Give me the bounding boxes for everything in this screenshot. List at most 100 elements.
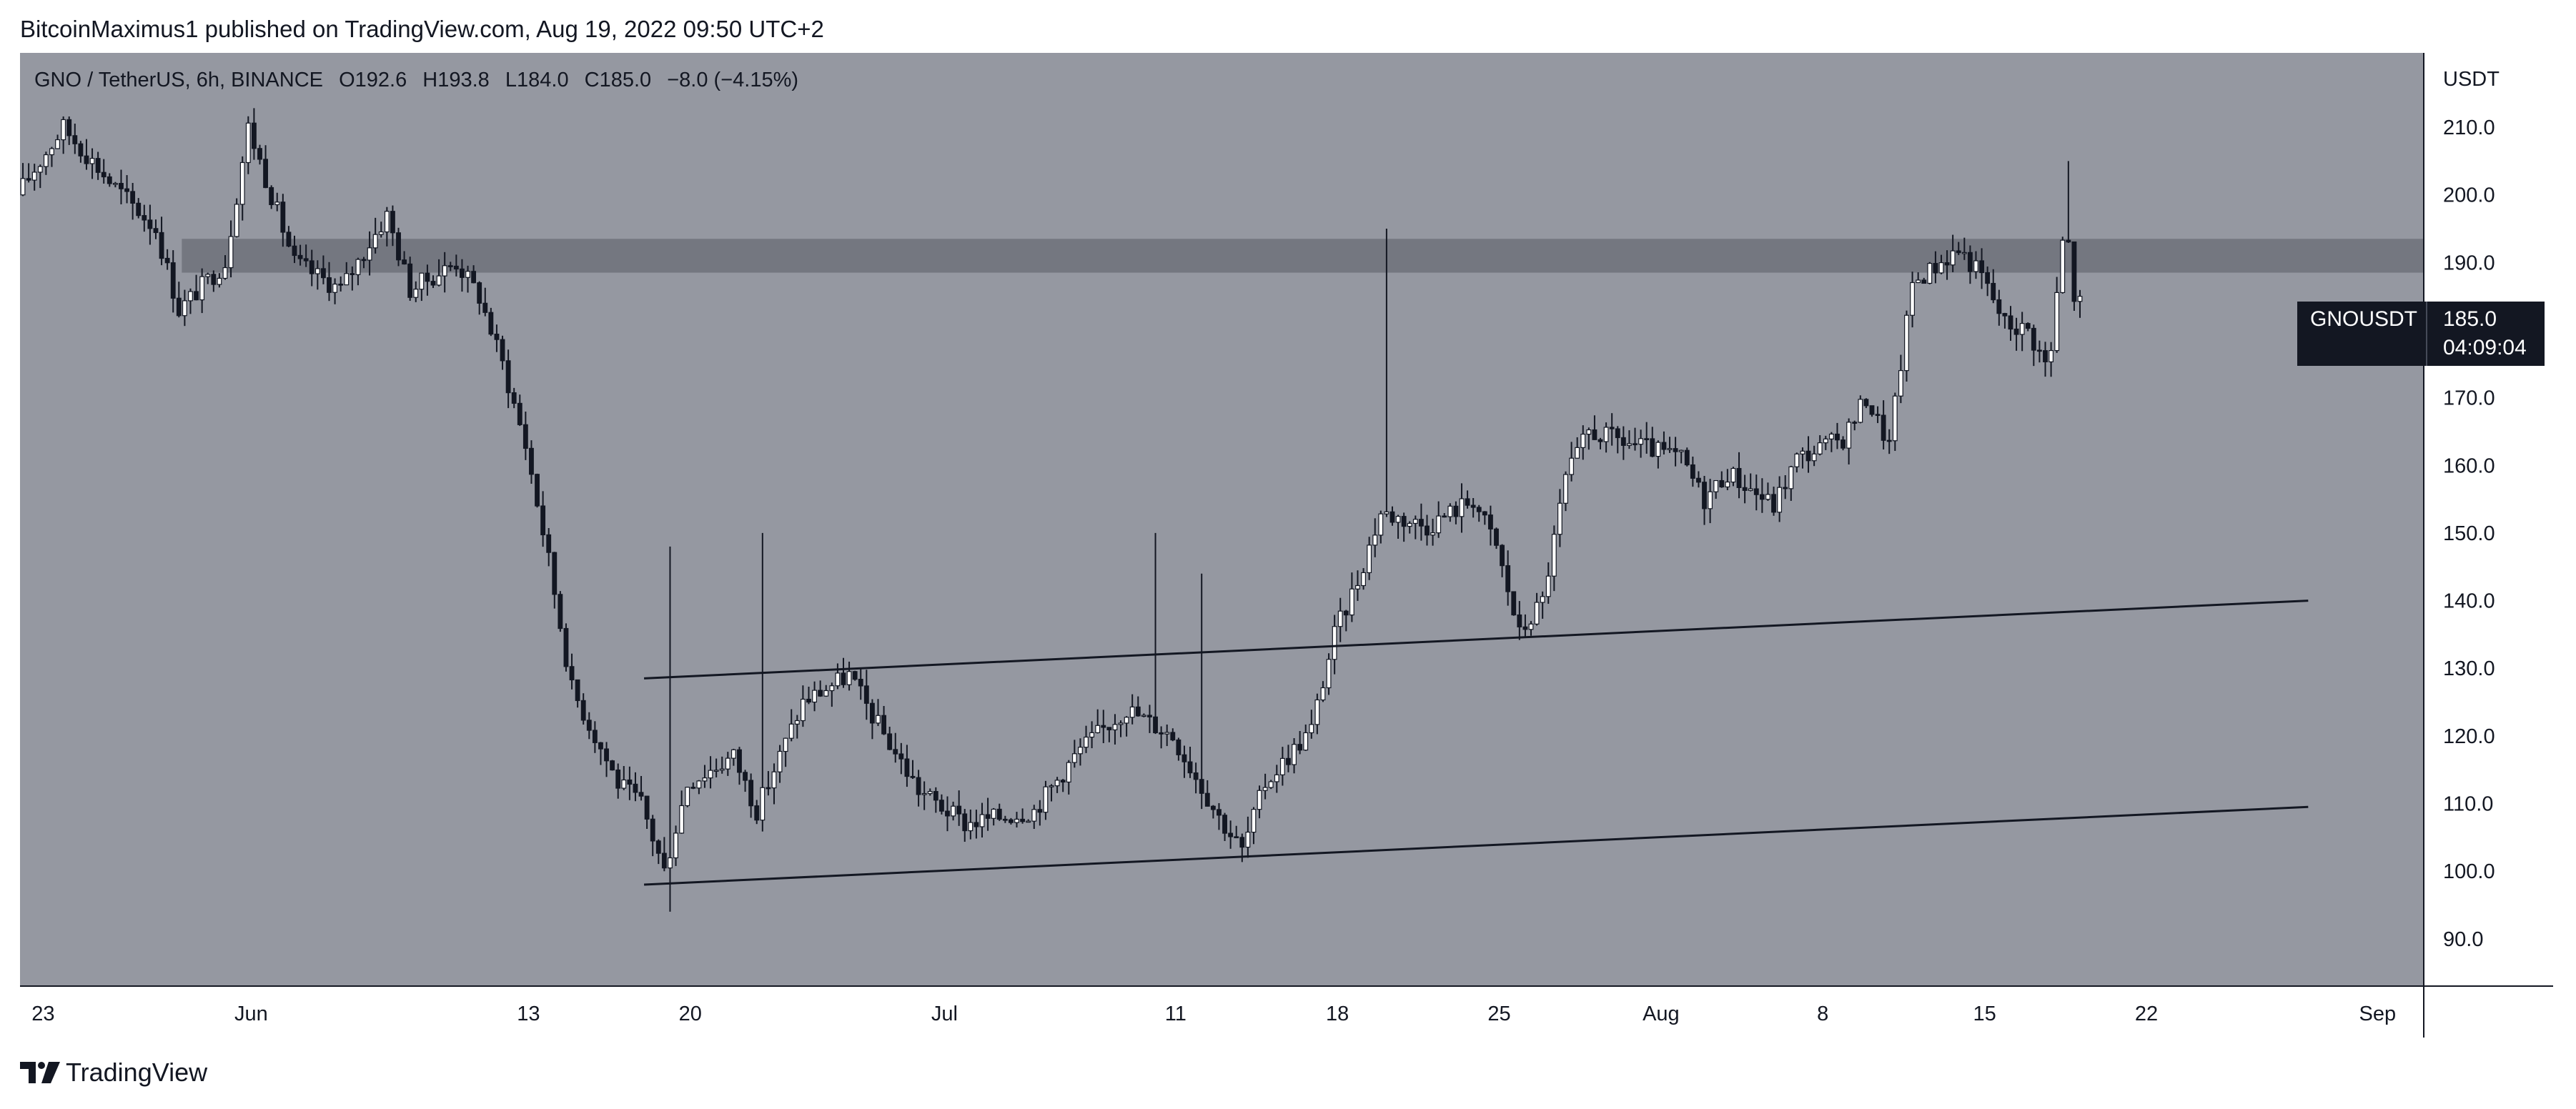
candle-up [1447, 505, 1453, 517]
candle-down [575, 679, 580, 702]
candle-down [563, 627, 569, 667]
candle-down [505, 360, 511, 394]
candle-down [1297, 744, 1303, 751]
candle-down [1204, 792, 1210, 807]
candle-down [1222, 815, 1227, 834]
candle-down [1239, 837, 1245, 848]
candle-down [1650, 438, 1655, 457]
candle-down [540, 505, 546, 536]
candle-up [696, 780, 702, 789]
candle-down [269, 187, 274, 206]
candle-down [893, 749, 898, 755]
candle-up [1436, 515, 1442, 534]
candle-down [938, 800, 944, 812]
y-tick-label: 170.0 [2443, 387, 2495, 410]
candle-down [1187, 761, 1193, 774]
candle-down [552, 552, 558, 595]
candle-down [396, 232, 401, 261]
candle-down [350, 273, 355, 275]
candle-up [1326, 659, 1332, 689]
candle-down [130, 191, 136, 204]
candle-down [1135, 706, 1141, 717]
candle-down [1869, 405, 1875, 415]
candle-up [1378, 513, 1384, 536]
candle-down [1106, 727, 1112, 730]
candle-down [1500, 544, 1505, 567]
candle-down [869, 702, 875, 724]
candle-down [95, 158, 101, 173]
candle-up [1973, 260, 1978, 272]
candle-up [1049, 785, 1054, 787]
candle-down [1343, 610, 1349, 616]
candle-down [1060, 780, 1066, 783]
candle-down [1286, 757, 1291, 765]
y-tick-label: 150.0 [2443, 522, 2495, 545]
candle-up [228, 236, 234, 269]
y-tick-label: 110.0 [2443, 792, 2493, 815]
candle-down [263, 159, 269, 189]
candle-down [1494, 528, 1499, 546]
candle-down [500, 339, 505, 362]
candle-up [1129, 706, 1135, 718]
candle-down [881, 715, 887, 735]
candle-down [2013, 328, 2019, 335]
candle-up [1361, 572, 1366, 587]
legend-high-value: 193.8 [437, 69, 490, 91]
candle-up [1534, 602, 1540, 625]
x-tick-label: 25 [1487, 1003, 1510, 1025]
candle-down [1176, 739, 1182, 755]
legend-open-label: O [339, 69, 355, 91]
x-tick-label: 8 [1817, 1003, 1828, 1025]
candle-down [962, 813, 968, 832]
candle-down [1863, 399, 1869, 407]
candle-up [1141, 715, 1146, 717]
candle-down [1153, 716, 1158, 734]
candle-down [1985, 272, 1991, 284]
candle-up [1528, 623, 1534, 630]
candle-down [2002, 313, 2008, 317]
candle-down [945, 810, 950, 817]
candle-down [974, 822, 979, 827]
legend-change: −8.0 (−4.15%) [667, 69, 799, 91]
candle-down [1199, 779, 1204, 794]
candle-up [1303, 732, 1309, 751]
candle-down [402, 259, 407, 265]
candle-down [124, 188, 129, 192]
candle-up [951, 805, 956, 817]
x-tick-label: Jul [931, 1003, 958, 1025]
candle-down [1418, 519, 1424, 527]
candle-down [425, 272, 430, 282]
candle-up [1430, 532, 1436, 536]
candle-down [1170, 732, 1176, 741]
candle-down [153, 228, 159, 234]
candle-down [1101, 725, 1106, 728]
candle-down [1996, 299, 2002, 314]
candle-up [1730, 467, 1736, 483]
candle-down [737, 749, 742, 773]
candle-down [546, 534, 552, 553]
candle-down [1442, 515, 1447, 518]
candle-down [558, 594, 563, 630]
candle-down [1835, 433, 1840, 441]
candle-up [1586, 429, 1592, 435]
candle-down [1979, 260, 1984, 274]
candle-up [800, 698, 806, 722]
candle-up [20, 178, 26, 196]
candle-down [1465, 498, 1470, 506]
candle-up [1823, 438, 1828, 444]
candle-up [378, 231, 384, 235]
candle-down [1210, 805, 1216, 810]
candle-down [1615, 428, 1620, 439]
candle-down [1147, 715, 1152, 717]
candle-down [159, 232, 164, 259]
candle-up [1043, 786, 1049, 813]
candle-up [355, 259, 361, 275]
candle-up [49, 148, 54, 156]
candle-down [1956, 250, 1961, 254]
candle-down [494, 334, 500, 340]
badge-price: 185.0 [2443, 307, 2497, 331]
candle-up [1551, 534, 1557, 577]
candle-up [1811, 453, 1817, 462]
tradingview-logo[interactable]: TradingView [20, 1058, 207, 1088]
